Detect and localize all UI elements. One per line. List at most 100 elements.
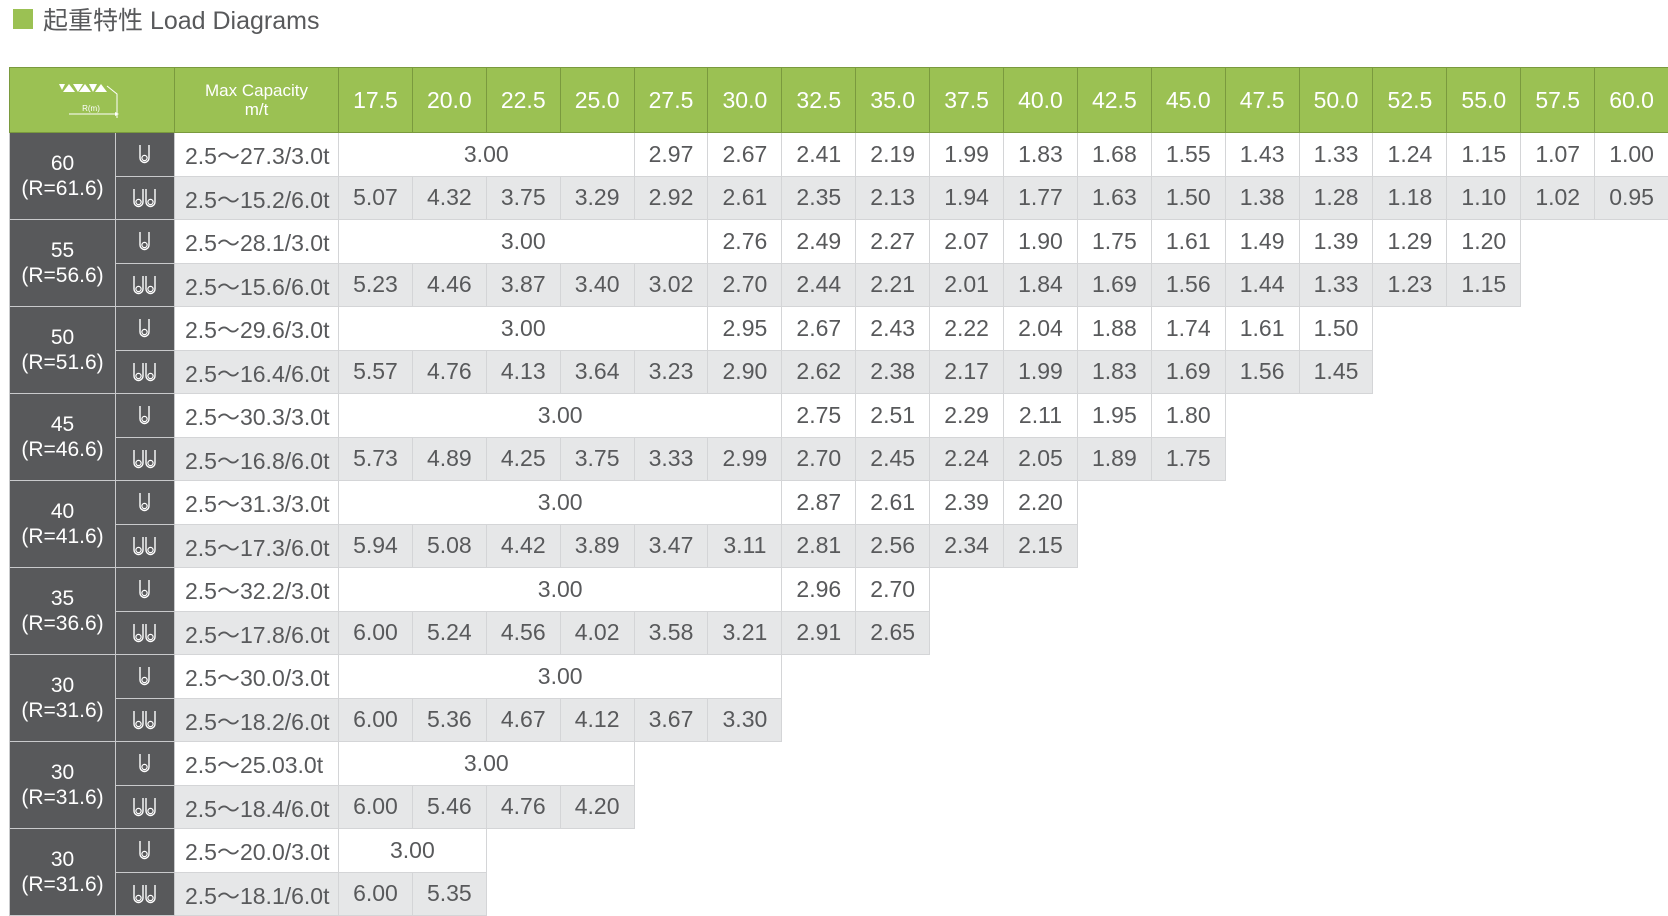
capacity-cell: 5.73 — [338, 436, 413, 481]
capacity-cell: 1.15 — [1446, 262, 1522, 307]
max-capacity-header: Max Capacity m/t — [174, 67, 339, 133]
boom-length-cell: 35 (R=36.6) — [9, 567, 116, 655]
capacity-cell: 2.27 — [855, 219, 931, 264]
boom-length-cell: 40 (R=41.6) — [9, 480, 116, 568]
single-hook-icon — [139, 667, 150, 686]
table-row: 2.5～15.6/6.0t 5.23 4.46 3.87 3.40 3.02 2.70 2.4… — [10, 262, 1668, 307]
capacity-cell: 2.13 — [855, 175, 931, 220]
hook-type-cell — [115, 219, 175, 264]
boom-radius-diagram-icon: R(m) — [59, 84, 119, 118]
capacity-cell: 4.32 — [411, 175, 487, 220]
radius-header-32.5: 32.5 — [781, 67, 857, 133]
capacity-cell-merged: 3.00 — [338, 741, 635, 786]
capacity-cell: 1.39 — [1298, 219, 1374, 264]
capacity-cell: 1.75 — [1150, 436, 1226, 481]
max-capacity-cell: 2.5～32.2/3.0t — [174, 567, 339, 612]
empty-cell — [1077, 480, 1668, 524]
capacity-cell: 2.07 — [929, 219, 1005, 264]
max-capacity-cell: 2.5～17.3/6.0t — [174, 523, 339, 568]
capacity-cell: 1.02 — [1520, 175, 1596, 220]
empty-cell — [1520, 263, 1668, 307]
double-hook-icon — [133, 623, 156, 642]
capacity-cell: 2.96 — [781, 567, 857, 612]
capacity-cell: 0.95 — [1594, 175, 1668, 220]
capacity-cell: 4.42 — [485, 523, 561, 568]
capacity-cell: 2.24 — [929, 436, 1005, 481]
empty-cell — [1225, 393, 1668, 437]
capacity-cell: 1.61 — [1150, 219, 1226, 264]
capacity-cell-merged: 3.00 — [337, 567, 783, 612]
capacity-cell: 2.92 — [633, 175, 709, 220]
boom-length-cell: 30 (R=31.6) — [9, 828, 116, 916]
single-hook-icon — [139, 232, 150, 251]
max-capacity-cell: 2.5～18.1/6.0t — [174, 871, 339, 916]
capacity-cell: 1.29 — [1372, 219, 1448, 264]
double-hook-icon — [133, 449, 156, 468]
hook-type-cell — [115, 654, 175, 699]
table-header-row: R(m) Max Capacity m/t 17.5 20.0 22.5 25.0 27… — [9, 67, 1668, 133]
double-hook-icon — [133, 797, 156, 816]
capacity-cell: 6.00 — [338, 610, 413, 655]
boom-radius: (R=36.6) — [21, 612, 104, 635]
table-row: 2.5～18.4/6.0t 6.00 5.46 4.76 4.20 — [10, 784, 1668, 829]
capacity-cell: 2.51 — [855, 393, 931, 438]
hook-type-cell — [115, 262, 175, 307]
capacity-cell: 6.00 — [338, 871, 413, 916]
boom-length: 60 — [50, 152, 75, 175]
capacity-cell: 2.67 — [781, 306, 857, 351]
capacity-cell: 5.35 — [411, 871, 487, 916]
capacity-cell: 2.61 — [707, 175, 783, 220]
capacity-cell: 6.00 — [338, 784, 413, 829]
boom-length: 50 — [50, 326, 75, 349]
capacity-cell: 1.74 — [1150, 306, 1226, 351]
max-capacity-cell: 2.5～31.3/3.0t — [174, 480, 339, 525]
capacity-cell: 2.67 — [707, 132, 783, 177]
empty-cell — [634, 785, 1668, 829]
section-title-text: 起重特性 Load Diagrams — [43, 7, 320, 35]
capacity-cell-merged: 3.00 — [337, 306, 709, 351]
capacity-cell: 3.75 — [485, 175, 561, 220]
capacity-cell: 2.76 — [707, 219, 783, 264]
radius-header-52.5: 52.5 — [1372, 67, 1448, 133]
radius-header-47.5: 47.5 — [1224, 67, 1300, 133]
double-hook-icon — [133, 884, 156, 903]
capacity-cell: 2.21 — [855, 262, 931, 307]
max-capacity-cell: 2.5～29.6/3.0t — [174, 306, 339, 351]
table-row: 30 (R=31.6) 2.5～20.0/3.0t 3.00 — [9, 828, 1668, 916]
table-row: 2.5～15.2/6.0t 5.07 4.32 3.75 3.29 2.92 2.61 2.3… — [10, 175, 1668, 220]
load-diagram-table: R(m) Max Capacity m/t 17.5 20.0 22.5 25.0 27… — [9, 67, 1668, 916]
capacity-cell: 1.20 — [1446, 219, 1522, 264]
capacity-cell: 1.23 — [1372, 262, 1448, 307]
table-row: 2.5～16.8/6.0t 5.73 4.89 4.25 3.75 3.33 2.99 2.7… — [10, 436, 1668, 481]
hook-type-cell — [115, 828, 175, 873]
capacity-cell: 1.28 — [1298, 175, 1374, 220]
capacity-cell-merged: 3.00 — [337, 654, 783, 699]
table-row: 2.5～16.4/6.0t 5.57 4.76 4.13 3.64 3.23 2.90 2.6… — [10, 349, 1668, 394]
capacity-cell: 1.88 — [1076, 306, 1152, 351]
hook-type-cell — [115, 393, 175, 438]
capacity-cell: 2.91 — [781, 610, 857, 655]
capacity-cell: 1.24 — [1372, 132, 1448, 177]
max-capacity-cell: 2.5～15.2/6.0t — [174, 175, 339, 220]
table-row: 2.5～17.8/6.0t 6.00 5.24 4.56 4.02 3.58 3.21 2.9… — [10, 610, 1668, 655]
empty-cell — [1372, 306, 1668, 350]
single-hook-icon — [139, 319, 150, 338]
boom-length: 40 — [50, 500, 75, 523]
capacity-cell: 2.61 — [855, 480, 931, 525]
single-hook-icon — [139, 841, 150, 860]
capacity-cell: 1.15 — [1446, 132, 1522, 177]
capacity-cell: 2.97 — [633, 132, 709, 177]
table-row: 2.5～18.2/6.0t 6.00 5.36 4.67 4.12 3.67 3.30 — [10, 697, 1668, 742]
double-hook-icon — [133, 710, 156, 729]
radius-header-25.0: 25.0 — [559, 67, 635, 133]
single-hook-icon — [139, 754, 150, 773]
capacity-cell: 2.04 — [1003, 306, 1078, 351]
radius-header-20.0: 20.0 — [411, 67, 487, 133]
table-row: 45 (R=46.6) 2.5～30.3/3.0t 3.00 2.75 2.51 2.29 2… — [9, 393, 1668, 481]
radius-header-27.5: 27.5 — [633, 67, 709, 133]
table-row: 2.5～18.1/6.0t 6.00 5.35 — [10, 871, 1668, 916]
radius-header-30.0: 30.0 — [707, 67, 783, 133]
boom-radius: (R=31.6) — [21, 786, 104, 809]
capacity-cell: 2.95 — [707, 306, 783, 351]
boom-length-cell: 30 (R=31.6) — [9, 741, 116, 829]
